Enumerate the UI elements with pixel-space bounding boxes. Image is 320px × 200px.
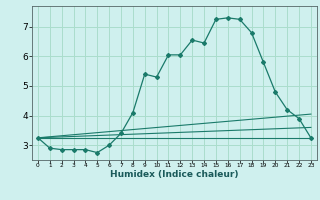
X-axis label: Humidex (Indice chaleur): Humidex (Indice chaleur): [110, 170, 239, 179]
